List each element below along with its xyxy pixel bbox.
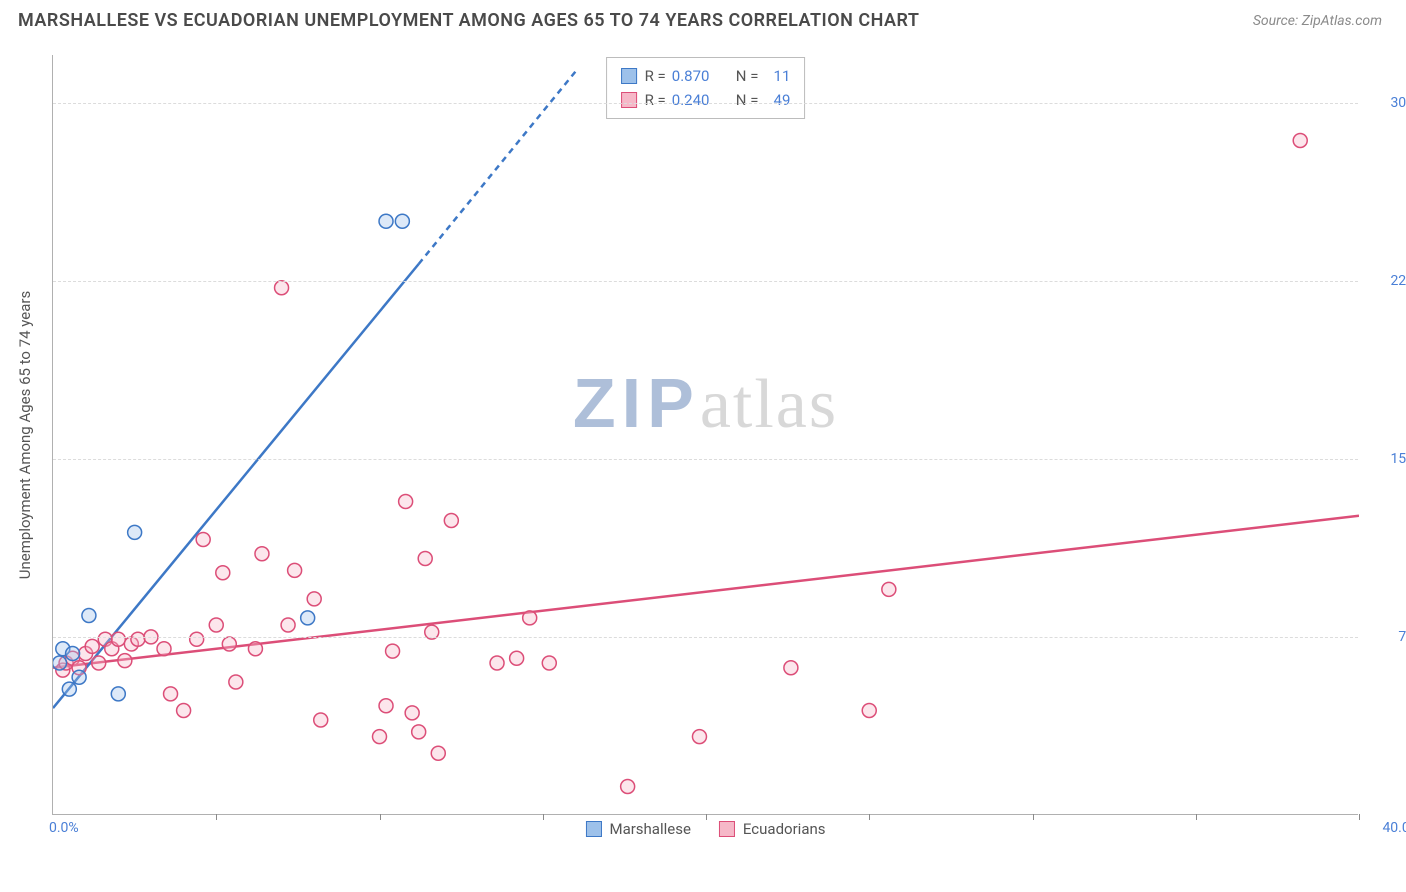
point-ecuadorians bbox=[157, 642, 171, 656]
x-tick bbox=[1196, 814, 1197, 820]
point-ecuadorians bbox=[92, 656, 106, 670]
point-ecuadorians bbox=[862, 704, 876, 718]
source-credit: Source: ZipAtlas.com bbox=[1253, 13, 1382, 29]
point-marshallese bbox=[395, 214, 409, 228]
point-marshallese bbox=[111, 687, 125, 701]
point-ecuadorians bbox=[190, 632, 204, 646]
point-ecuadorians bbox=[510, 651, 524, 665]
y-axis-label: Unemployment Among Ages 65 to 74 years bbox=[16, 291, 34, 579]
gridline bbox=[53, 281, 1358, 282]
point-ecuadorians bbox=[399, 495, 413, 509]
point-ecuadorians bbox=[1293, 134, 1307, 148]
point-ecuadorians bbox=[229, 675, 243, 689]
point-ecuadorians bbox=[444, 514, 458, 528]
point-ecuadorians bbox=[621, 780, 635, 794]
x-tick bbox=[1033, 814, 1034, 820]
x-tick bbox=[869, 814, 870, 820]
y-tick-label: 15.0% bbox=[1368, 451, 1406, 467]
stat-r-val: 0.240 bbox=[672, 88, 716, 112]
point-ecuadorians bbox=[418, 552, 432, 566]
point-ecuadorians bbox=[177, 704, 191, 718]
point-ecuadorians bbox=[281, 618, 295, 632]
plot-area: ZIPatlas R =0.870N =11R =0.240N =49 0.0%… bbox=[52, 55, 1358, 815]
point-ecuadorians bbox=[209, 618, 223, 632]
chart: ZIPatlas R =0.870N =11R =0.240N =49 0.0%… bbox=[52, 55, 1358, 815]
point-ecuadorians bbox=[523, 611, 537, 625]
legend-item: Ecuadorians bbox=[719, 820, 826, 838]
point-ecuadorians bbox=[373, 730, 387, 744]
point-marshallese bbox=[301, 611, 315, 625]
x-tick bbox=[543, 814, 544, 820]
point-ecuadorians bbox=[542, 656, 556, 670]
legend-label: Ecuadorians bbox=[743, 820, 826, 838]
point-ecuadorians bbox=[131, 632, 145, 646]
point-ecuadorians bbox=[431, 746, 445, 760]
point-ecuadorians bbox=[379, 699, 393, 713]
stat-r-key: R = bbox=[645, 64, 666, 88]
point-ecuadorians bbox=[196, 533, 210, 547]
point-ecuadorians bbox=[314, 713, 328, 727]
point-ecuadorians bbox=[222, 637, 236, 651]
gridline bbox=[53, 637, 1358, 638]
swatch-icon bbox=[585, 821, 601, 837]
x-tick bbox=[1359, 814, 1360, 820]
trendline-marshallese-extrapolated bbox=[419, 72, 576, 264]
stat-n-val: 11 bbox=[764, 64, 790, 88]
point-ecuadorians bbox=[164, 687, 178, 701]
point-ecuadorians bbox=[118, 654, 132, 668]
point-ecuadorians bbox=[216, 566, 230, 580]
point-ecuadorians bbox=[784, 661, 798, 675]
x-tick bbox=[706, 814, 707, 820]
stats-row: R = 0.240 N =49 bbox=[621, 88, 791, 112]
point-ecuadorians bbox=[307, 592, 321, 606]
y-axis-label-container: Unemployment Among Ages 65 to 74 years bbox=[10, 55, 40, 815]
y-tick-label: 7.5% bbox=[1368, 629, 1406, 645]
stat-r-val: 0.870 bbox=[672, 64, 716, 88]
swatch-icon bbox=[621, 68, 637, 84]
point-marshallese bbox=[82, 609, 96, 623]
point-marshallese bbox=[128, 525, 142, 539]
point-ecuadorians bbox=[405, 706, 419, 720]
x-axis-max-label: 40.0% bbox=[1360, 820, 1406, 836]
x-tick bbox=[216, 814, 217, 820]
legend-label: Marshallese bbox=[609, 820, 690, 838]
point-ecuadorians bbox=[248, 642, 262, 656]
point-ecuadorians bbox=[111, 632, 125, 646]
legend-bottom: Marshallese Ecuadorians bbox=[585, 820, 825, 838]
stats-row: R = 0.870 N =11 bbox=[621, 64, 791, 88]
chart-svg bbox=[53, 55, 1359, 815]
point-ecuadorians bbox=[692, 730, 706, 744]
point-ecuadorians bbox=[490, 656, 504, 670]
point-ecuadorians bbox=[85, 639, 99, 653]
gridline bbox=[53, 459, 1358, 460]
stat-n-key: N = bbox=[736, 64, 759, 88]
stat-r-key: R = bbox=[645, 88, 666, 112]
point-ecuadorians bbox=[412, 725, 426, 739]
point-marshallese bbox=[66, 647, 80, 661]
legend-item: Marshallese bbox=[585, 820, 690, 838]
swatch-icon bbox=[719, 821, 735, 837]
point-ecuadorians bbox=[255, 547, 269, 561]
x-axis-origin-label: 0.0% bbox=[49, 820, 79, 836]
point-marshallese bbox=[379, 214, 393, 228]
y-tick-label: 30.0% bbox=[1368, 95, 1406, 111]
point-marshallese bbox=[62, 682, 76, 696]
point-ecuadorians bbox=[275, 281, 289, 295]
stat-n-key: N = bbox=[736, 88, 759, 112]
stats-legend-box: R = 0.870 N =11 R = 0.240 N =49 bbox=[606, 57, 806, 119]
x-tick bbox=[380, 814, 381, 820]
point-ecuadorians bbox=[882, 582, 896, 596]
point-marshallese bbox=[72, 670, 86, 684]
y-tick-label: 22.5% bbox=[1368, 273, 1406, 289]
gridline bbox=[53, 103, 1358, 104]
page-title: MARSHALLESE VS ECUADORIAN UNEMPLOYMENT A… bbox=[18, 10, 919, 31]
stat-n-val: 49 bbox=[764, 88, 790, 112]
point-ecuadorians bbox=[288, 563, 302, 577]
swatch-icon bbox=[621, 92, 637, 108]
point-ecuadorians bbox=[386, 644, 400, 658]
point-marshallese bbox=[53, 656, 67, 670]
